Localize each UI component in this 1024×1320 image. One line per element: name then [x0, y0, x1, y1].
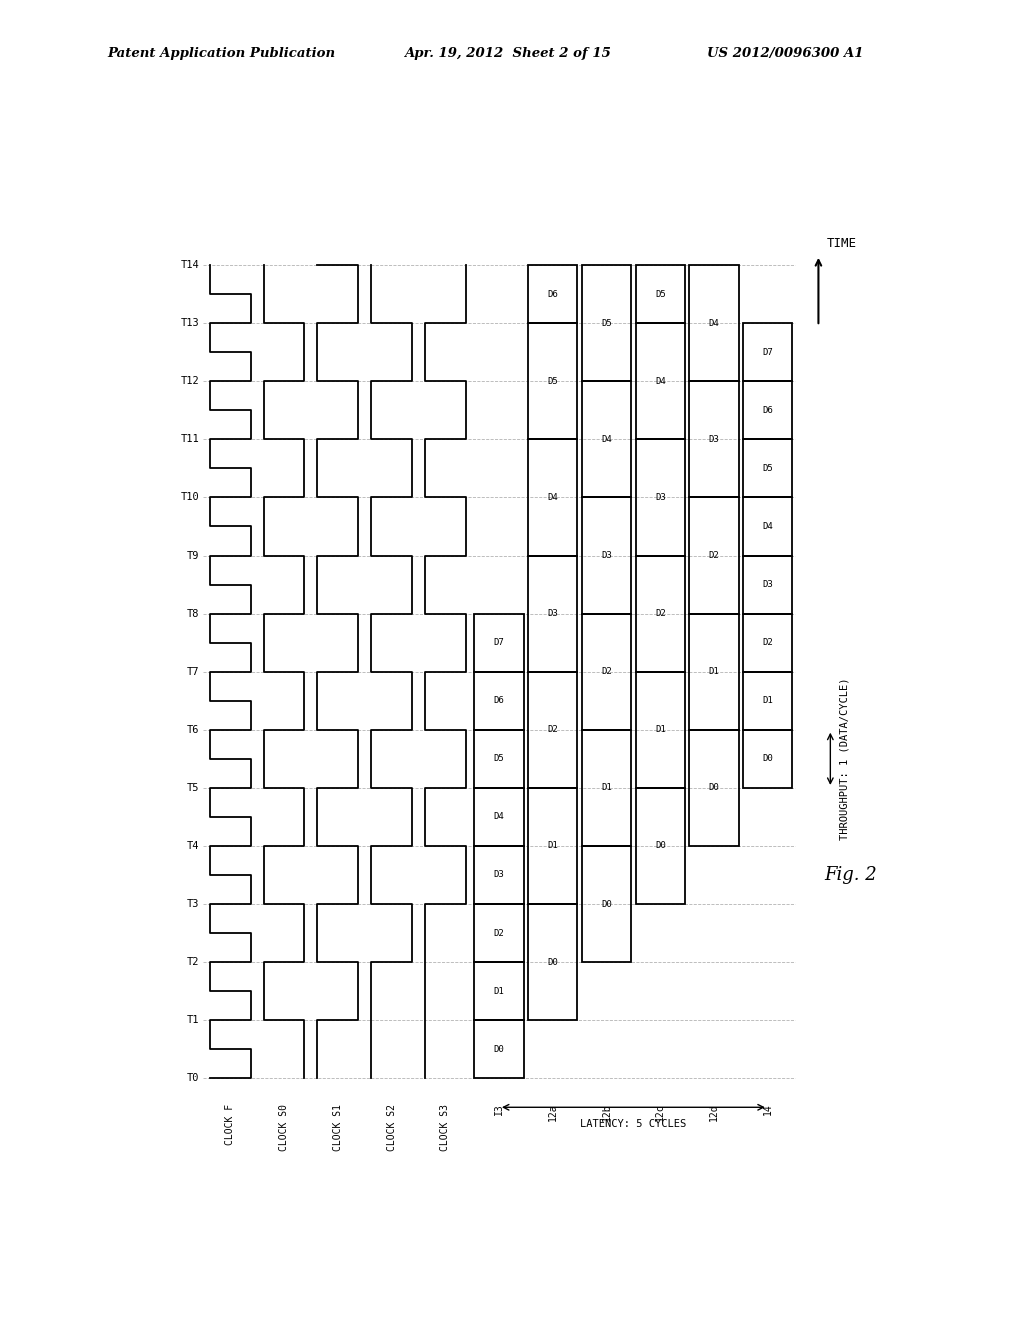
Text: CLOCK S0: CLOCK S0 — [279, 1104, 289, 1151]
Text: D4: D4 — [709, 318, 720, 327]
Text: D2: D2 — [601, 667, 612, 676]
Text: THROUGHPUT: 1 (DATA/CYCLE): THROUGHPUT: 1 (DATA/CYCLE) — [840, 677, 850, 840]
Text: Fig. 2: Fig. 2 — [823, 866, 877, 884]
Text: D1: D1 — [763, 696, 773, 705]
Text: D6: D6 — [494, 696, 505, 705]
Text: D1: D1 — [709, 667, 720, 676]
Text: D3: D3 — [763, 579, 773, 589]
Text: CLOCK S1: CLOCK S1 — [333, 1104, 343, 1151]
Text: T2: T2 — [187, 957, 200, 968]
Text: I3: I3 — [494, 1104, 504, 1115]
Text: 14: 14 — [763, 1104, 773, 1115]
Text: T7: T7 — [187, 667, 200, 677]
Text: D3: D3 — [494, 870, 505, 879]
Text: D4: D4 — [655, 376, 666, 385]
Text: D2: D2 — [548, 725, 558, 734]
Text: D4: D4 — [548, 492, 558, 502]
Text: US 2012/0096300 A1: US 2012/0096300 A1 — [707, 46, 863, 59]
Text: D1: D1 — [548, 841, 558, 850]
Text: T9: T9 — [187, 550, 200, 561]
Text: CLOCK S3: CLOCK S3 — [440, 1104, 451, 1151]
Text: D3: D3 — [601, 550, 612, 560]
Text: D6: D6 — [548, 289, 558, 298]
Text: T11: T11 — [180, 434, 200, 445]
Text: D4: D4 — [494, 812, 505, 821]
Text: T13: T13 — [180, 318, 200, 329]
Text: D4: D4 — [601, 434, 612, 444]
Text: D3: D3 — [709, 434, 720, 444]
Text: T0: T0 — [187, 1073, 200, 1084]
Text: D0: D0 — [763, 754, 773, 763]
Text: D7: D7 — [494, 638, 505, 647]
Text: D3: D3 — [655, 492, 666, 502]
Text: T8: T8 — [187, 609, 200, 619]
Text: D6: D6 — [763, 405, 773, 414]
Text: D1: D1 — [655, 725, 666, 734]
Text: D5: D5 — [548, 376, 558, 385]
Text: Patent Application Publication: Patent Application Publication — [108, 46, 336, 59]
Text: D3: D3 — [548, 609, 558, 618]
Text: D0: D0 — [494, 1044, 505, 1053]
Text: T14: T14 — [180, 260, 200, 271]
Text: 12b: 12b — [601, 1104, 611, 1121]
Text: D2: D2 — [655, 609, 666, 618]
Text: D5: D5 — [763, 463, 773, 473]
Text: D5: D5 — [655, 289, 666, 298]
Text: TIME: TIME — [826, 236, 856, 249]
Text: T4: T4 — [187, 841, 200, 851]
Text: T12: T12 — [180, 376, 200, 387]
Text: CLOCK S2: CLOCK S2 — [386, 1104, 396, 1151]
Text: D2: D2 — [494, 928, 505, 937]
Text: LATENCY: 5 CYCLES: LATENCY: 5 CYCLES — [581, 1119, 686, 1130]
Text: D2: D2 — [763, 638, 773, 647]
Text: D0: D0 — [548, 957, 558, 966]
Text: 12c: 12c — [655, 1104, 666, 1121]
Text: Apr. 19, 2012  Sheet 2 of 15: Apr. 19, 2012 Sheet 2 of 15 — [404, 46, 611, 59]
Text: T10: T10 — [180, 492, 200, 503]
Text: D5: D5 — [494, 754, 505, 763]
Text: D7: D7 — [763, 347, 773, 356]
Text: D0: D0 — [655, 841, 666, 850]
Text: D4: D4 — [763, 521, 773, 531]
Text: D5: D5 — [601, 318, 612, 327]
Text: D0: D0 — [709, 783, 720, 792]
Text: D1: D1 — [601, 783, 612, 792]
Text: T6: T6 — [187, 725, 200, 735]
Text: 12d: 12d — [709, 1104, 719, 1121]
Text: D1: D1 — [494, 986, 505, 995]
Text: T1: T1 — [187, 1015, 200, 1026]
Text: D0: D0 — [601, 899, 612, 908]
Text: D2: D2 — [709, 550, 720, 560]
Text: T3: T3 — [187, 899, 200, 909]
Text: 12a: 12a — [548, 1104, 558, 1121]
Text: T5: T5 — [187, 783, 200, 793]
Text: CLOCK F: CLOCK F — [225, 1104, 236, 1144]
